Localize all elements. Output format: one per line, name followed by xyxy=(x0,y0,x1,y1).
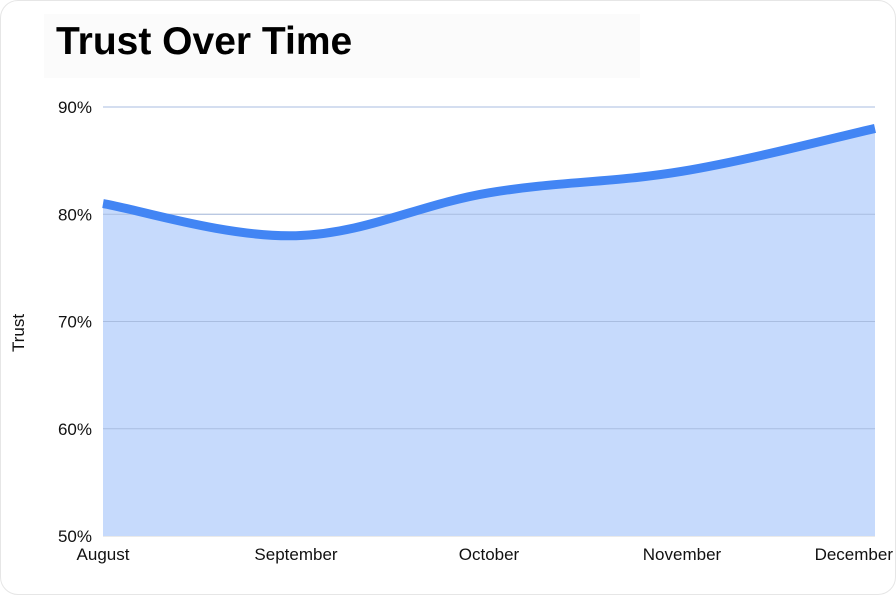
series-line xyxy=(102,124,876,241)
x-tick-label: September xyxy=(254,545,337,564)
y-tick-labels: 50% 60% 70% 80% 90% xyxy=(58,98,92,546)
y-tick-label: 90% xyxy=(58,98,92,117)
y-tick-label: 50% xyxy=(58,527,92,546)
area-fill-layer xyxy=(103,106,875,536)
y-axis-label: Trust xyxy=(9,314,28,352)
y-tick-label: 70% xyxy=(58,313,92,332)
y-tick-label: 80% xyxy=(58,205,92,224)
x-tick-label: October xyxy=(459,545,520,564)
x-tick-label: November xyxy=(643,545,722,564)
title-background xyxy=(44,14,640,78)
y-tick-label: 60% xyxy=(58,420,92,439)
series-line-layer xyxy=(102,124,876,241)
chart-title: Trust Over Time xyxy=(56,20,353,63)
area-fill xyxy=(103,128,875,536)
x-tick-labels: August September October November December xyxy=(77,545,894,564)
x-tick-label: August xyxy=(77,545,130,564)
x-tick-label: December xyxy=(815,545,894,564)
grid-lines-overlay xyxy=(103,106,875,430)
